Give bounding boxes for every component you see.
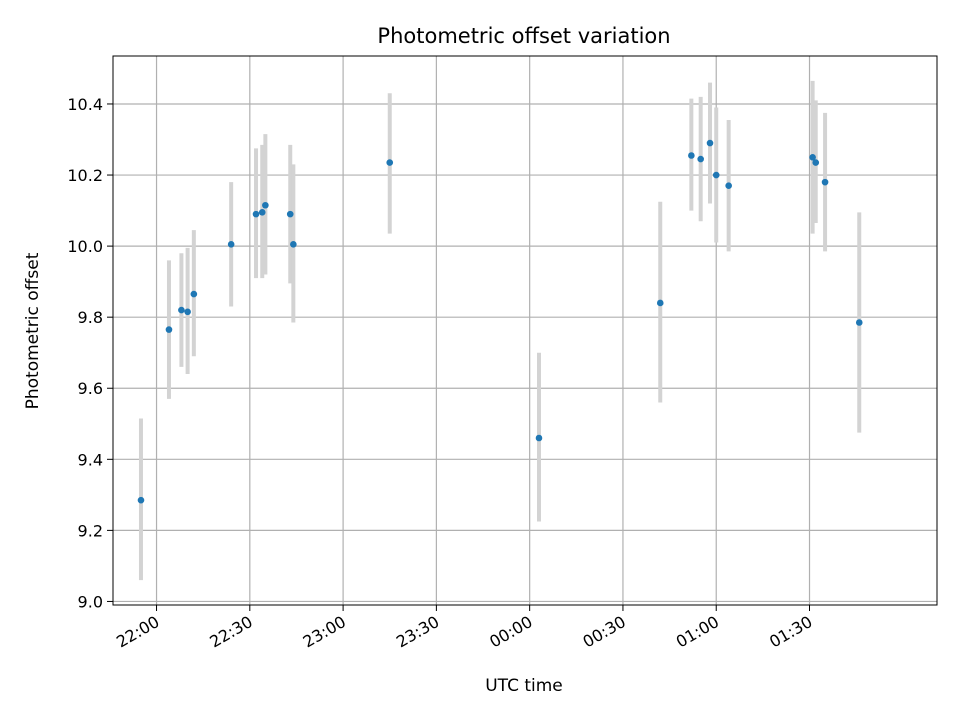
plot-frame (112, 55, 938, 606)
data-point (252, 210, 260, 218)
y-tick-label: 9.2 (78, 521, 103, 540)
x-axis-label: UTC time (485, 676, 563, 696)
data-point (725, 182, 732, 189)
data-point (290, 241, 297, 248)
grid (113, 56, 937, 605)
data-point (656, 299, 664, 307)
y-tick-label: 9.4 (78, 450, 103, 469)
data-point (262, 201, 269, 209)
data-point (809, 153, 816, 161)
y-tick-label: 10.2 (67, 166, 103, 185)
data-point (178, 306, 185, 314)
data-point (184, 308, 191, 316)
y-tick-label: 9.0 (78, 592, 103, 611)
data-point (535, 434, 543, 442)
data-point (190, 290, 198, 298)
data-point (855, 319, 863, 326)
data-points (137, 139, 863, 504)
y-tick-label: 9.6 (78, 379, 103, 398)
data-point (286, 210, 294, 218)
data-point (258, 209, 266, 216)
data-point (227, 241, 235, 248)
data-point (697, 155, 704, 163)
y-tick-label: 9.8 (78, 308, 103, 327)
data-point (386, 159, 394, 166)
y-axis-label: Photometric offset (23, 252, 43, 409)
data-point (821, 178, 829, 186)
chart-title: Photometric offset variation (377, 24, 670, 48)
data-point (812, 159, 820, 166)
data-point (712, 171, 720, 179)
data-point (688, 152, 695, 159)
y-tick-label: 10.0 (67, 237, 103, 256)
y-axis-ticks: 9.0 9.2 9.4 9.6 9.8 10.0 10.2 10.4 (67, 95, 113, 611)
data-point (137, 496, 145, 504)
data-point (706, 139, 714, 147)
data-point (165, 326, 173, 333)
y-tick-label: 10.4 (67, 95, 103, 114)
